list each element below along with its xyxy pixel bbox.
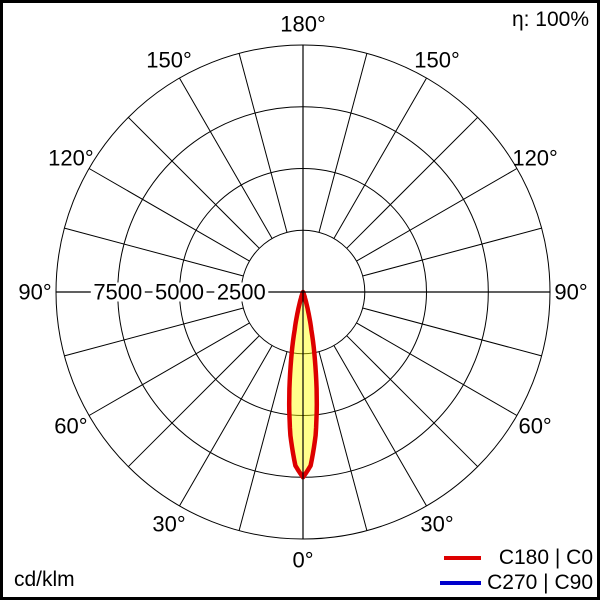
grid-spoke: [64, 307, 244, 357]
grid-spoke: [318, 53, 368, 233]
grid-spoke: [127, 116, 260, 249]
grid-spoke: [346, 116, 479, 249]
grid-spoke: [127, 335, 260, 468]
grid-spoke: [179, 345, 273, 507]
grid-spoke: [362, 307, 542, 357]
grid-spoke: [346, 335, 479, 468]
ring-label-plate: [152, 282, 207, 302]
grid-spoke: [333, 345, 427, 507]
polar-chart: 2500 5000 7500 0° 30° 30° 60° 60° 90° 90° 120° 120°…: [18, 12, 587, 573]
unit-label: cd/klm: [14, 568, 75, 591]
legend-label-c180-c0: C180 | C0: [498, 545, 593, 569]
angle-label: 30°: [420, 512, 453, 537]
angle-label: 150°: [414, 47, 460, 72]
grid-spoke: [318, 351, 368, 531]
red-line-icon: [444, 555, 481, 560]
grid-spoke: [238, 53, 288, 233]
grid-spoke: [88, 168, 250, 262]
grid-spoke: [362, 227, 542, 277]
angle-label: 180°: [280, 12, 326, 37]
legend-item-c180-c0: C180 | C0: [440, 545, 593, 570]
ring-label-plate: [90, 282, 145, 302]
blue-line-icon: [440, 580, 481, 585]
legend-label-c270-c90: C270 | C90: [487, 570, 593, 594]
grid-spoke: [238, 351, 288, 531]
legend: C180 | C0 C270 | C90: [440, 545, 593, 595]
grid-spoke: [88, 322, 250, 416]
angle-label: 120°: [48, 146, 94, 171]
grid-spoke: [333, 77, 427, 239]
legend-item-c270-c90: C270 | C90: [440, 570, 593, 595]
ring-label-plate: [214, 282, 269, 302]
angle-label: 60°: [518, 414, 551, 439]
grid-spoke: [64, 227, 244, 277]
angle-label: 30°: [152, 512, 185, 537]
grid-spoke: [356, 168, 518, 262]
angle-label: 0°: [292, 548, 313, 573]
grid-spoke: [356, 322, 518, 416]
angle-label: 90°: [18, 280, 51, 305]
ring-value-label: 2500: [217, 280, 266, 305]
angle-label: 60°: [54, 414, 87, 439]
angle-label: 90°: [554, 280, 587, 305]
ring-value-label: 7500: [93, 280, 142, 305]
angle-label: 120°: [512, 146, 558, 171]
angle-label: 150°: [146, 47, 192, 72]
grid-spoke: [179, 77, 273, 239]
ring-value-label: 5000: [155, 280, 204, 305]
efficiency-label: η: 100%: [511, 8, 589, 31]
